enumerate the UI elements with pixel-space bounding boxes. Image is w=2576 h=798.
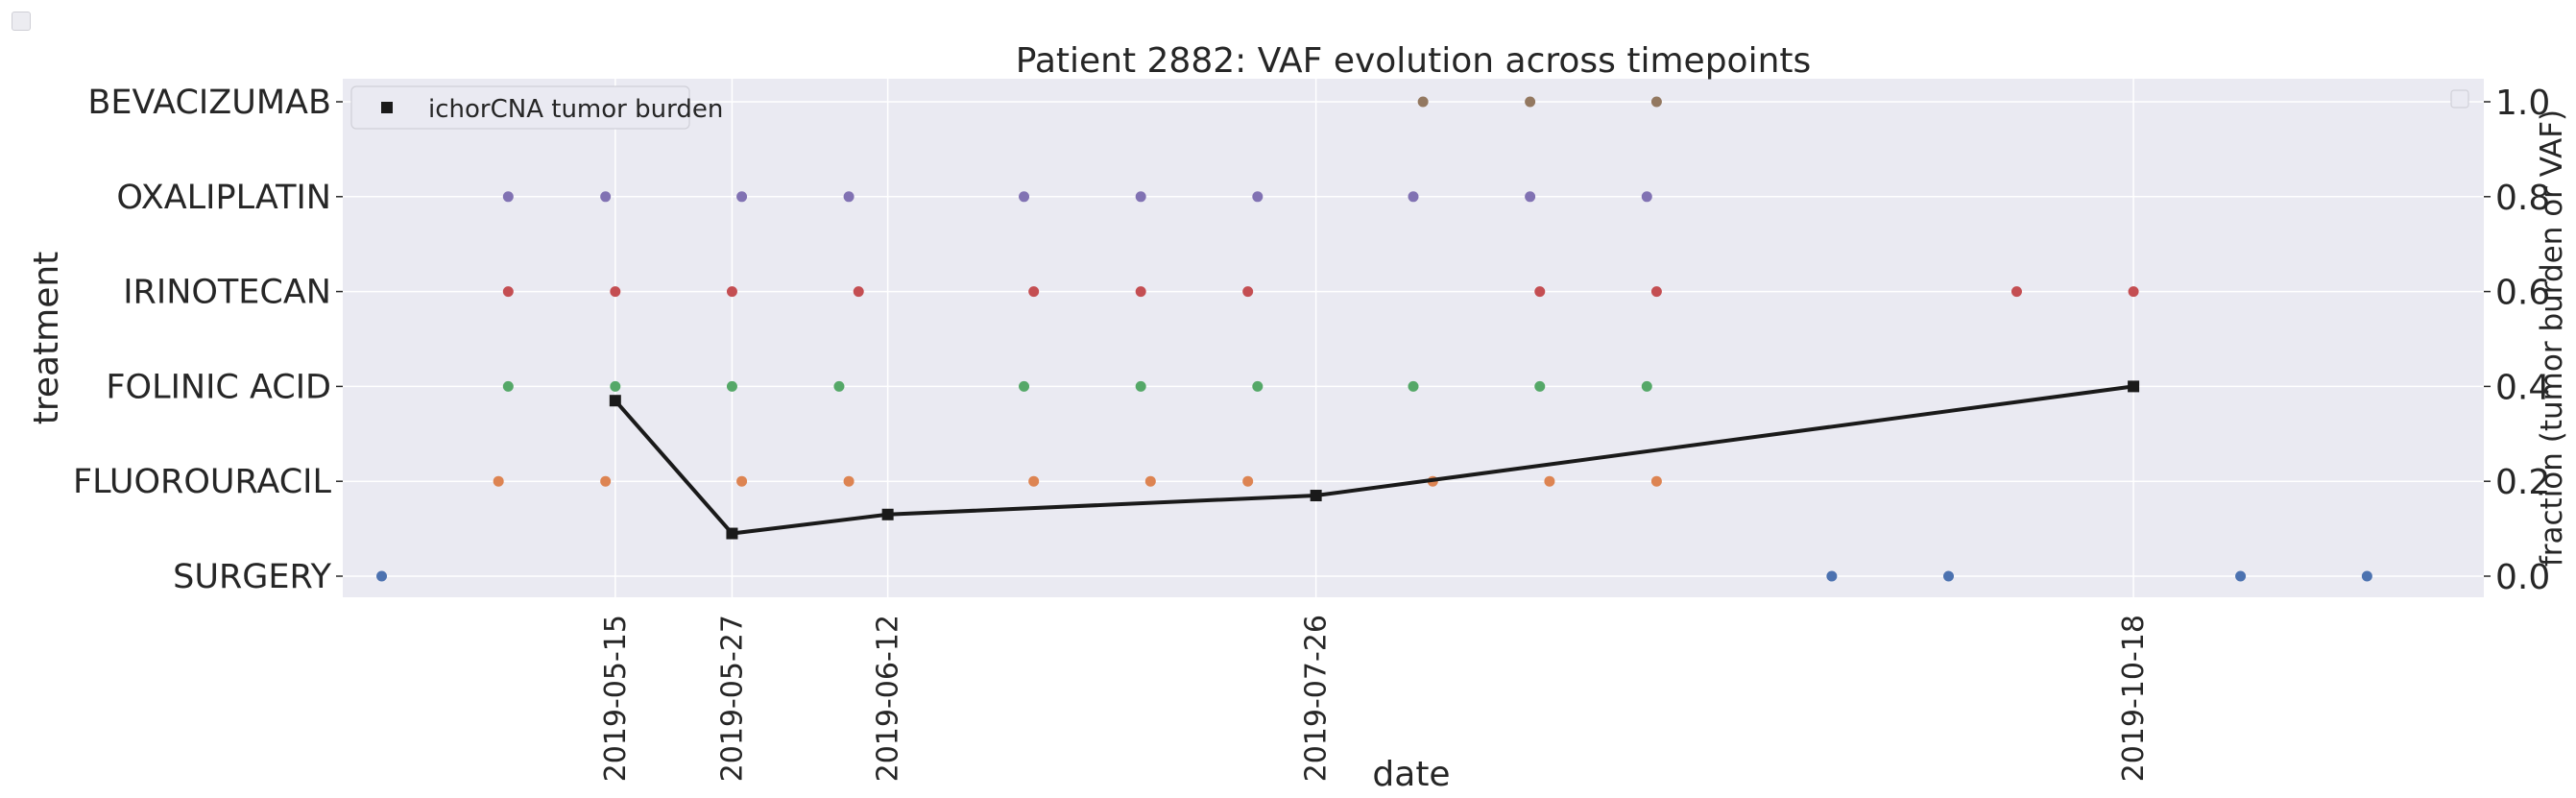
x-tick-label: 2019-05-27 bbox=[715, 615, 749, 782]
treatment-point-folinic-acid bbox=[1135, 380, 1146, 392]
tumor-burden-marker bbox=[1310, 490, 1322, 502]
chart-title: Patient 2882: VAF evolution across timep… bbox=[1016, 41, 1812, 81]
x-tick-label: 2019-06-12 bbox=[872, 615, 905, 782]
treatment-point-bevacizumab bbox=[1525, 96, 1536, 108]
tumor-burden-marker bbox=[726, 527, 738, 540]
y-tick-label: BEVACIZUMAB bbox=[87, 84, 331, 122]
treatment-point-surgery bbox=[2235, 570, 2247, 582]
tumor-burden-marker bbox=[2128, 380, 2140, 393]
treatment-point-oxaliplatin bbox=[736, 191, 748, 203]
y2-tick-label: 0.4 bbox=[2495, 368, 2550, 407]
treatment-point-surgery bbox=[1826, 570, 1838, 582]
x-tick-label: 2019-05-15 bbox=[599, 615, 633, 782]
y2-tick-label: 0.2 bbox=[2495, 463, 2550, 502]
x-tick-label: 2019-07-26 bbox=[1300, 615, 1334, 782]
y2-tick-label: 1.0 bbox=[2495, 84, 2550, 123]
treatment-point-fluorouracil bbox=[493, 475, 504, 487]
tumor-burden-marker bbox=[881, 508, 894, 520]
treatment-point-fluorouracil bbox=[1544, 475, 1555, 487]
treatment-point-oxaliplatin bbox=[1019, 191, 1030, 203]
treatment-point-oxaliplatin bbox=[502, 191, 514, 203]
treatment-point-surgery bbox=[2361, 570, 2372, 582]
treatment-point-oxaliplatin bbox=[1525, 191, 1536, 203]
treatment-point-irinotecan bbox=[610, 286, 621, 298]
legend-label: ichorCNA tumor burden bbox=[428, 95, 723, 124]
legend-box bbox=[350, 85, 690, 130]
y2-tick-label: 0.6 bbox=[2495, 274, 2550, 313]
legend-box-empty bbox=[2450, 89, 2469, 109]
treatment-point-oxaliplatin bbox=[1641, 191, 1652, 203]
treatment-point-oxaliplatin bbox=[1408, 191, 1419, 203]
treatment-point-irinotecan bbox=[853, 286, 864, 298]
treatment-point-folinic-acid bbox=[1019, 380, 1030, 392]
y2-tick-label: 0.8 bbox=[2495, 179, 2550, 218]
y2-axis-label: fraction (tumor burden or VAF) bbox=[2535, 109, 2569, 567]
y2-tick-label: 0.0 bbox=[2495, 558, 2550, 597]
treatment-point-fluorouracil bbox=[1144, 475, 1156, 487]
treatment-point-fluorouracil bbox=[843, 475, 855, 487]
treatment-point-surgery bbox=[376, 570, 388, 582]
treatment-point-bevacizumab bbox=[1417, 96, 1429, 108]
treatment-point-oxaliplatin bbox=[1252, 191, 1264, 203]
y-tick-label: IRINOTECAN bbox=[123, 274, 331, 312]
treatment-point-oxaliplatin bbox=[1135, 191, 1146, 203]
treatment-point-fluorouracil bbox=[600, 475, 612, 487]
treatment-point-fluorouracil bbox=[1028, 475, 1040, 487]
treatment-point-fluorouracil bbox=[1242, 475, 1254, 487]
y-tick-label: FOLINIC ACID bbox=[106, 368, 331, 406]
tumor-burden-marker bbox=[609, 395, 621, 407]
treatment-point-folinic-acid bbox=[502, 380, 514, 392]
y-tick-label: FLUOROURACIL bbox=[73, 463, 332, 501]
treatment-point-fluorouracil bbox=[736, 475, 748, 487]
legend-marker bbox=[381, 102, 393, 113]
treatment-point-irinotecan bbox=[502, 286, 514, 298]
treatment-point-irinotecan bbox=[1534, 286, 1546, 298]
plot-area bbox=[343, 79, 2484, 597]
treatment-point-fluorouracil bbox=[1650, 475, 1662, 487]
treatment-point-folinic-acid bbox=[1534, 380, 1546, 392]
treatment-point-irinotecan bbox=[2010, 286, 2022, 298]
treatment-point-folinic-acid bbox=[726, 380, 737, 392]
treatment-point-folinic-acid bbox=[610, 380, 621, 392]
treatment-point-folinic-acid bbox=[1252, 380, 1264, 392]
treatment-point-irinotecan bbox=[1242, 286, 1254, 298]
x-axis-label: date bbox=[1372, 755, 1450, 794]
treatment-point-irinotecan bbox=[1135, 286, 1146, 298]
treatment-point-irinotecan bbox=[1028, 286, 1040, 298]
y-tick-label: SURGERY bbox=[173, 558, 331, 596]
treatment-point-bevacizumab bbox=[1650, 96, 1662, 108]
treatment-point-surgery bbox=[1943, 570, 1954, 582]
treatment-point-folinic-acid bbox=[833, 380, 845, 392]
treatment-point-irinotecan bbox=[726, 286, 737, 298]
toolbar-checkbox[interactable] bbox=[12, 12, 31, 31]
treatment-point-oxaliplatin bbox=[843, 191, 855, 203]
y-tick-label: OXALIPLATIN bbox=[116, 179, 331, 217]
treatment-point-oxaliplatin bbox=[600, 191, 612, 203]
x-tick-label: 2019-10-18 bbox=[2117, 615, 2151, 782]
treatment-point-irinotecan bbox=[1650, 286, 1662, 298]
y-axis-label: treatment bbox=[27, 252, 66, 425]
treatment-point-folinic-acid bbox=[1641, 380, 1652, 392]
treatment-point-irinotecan bbox=[2128, 286, 2139, 298]
treatment-point-folinic-acid bbox=[1408, 380, 1419, 392]
